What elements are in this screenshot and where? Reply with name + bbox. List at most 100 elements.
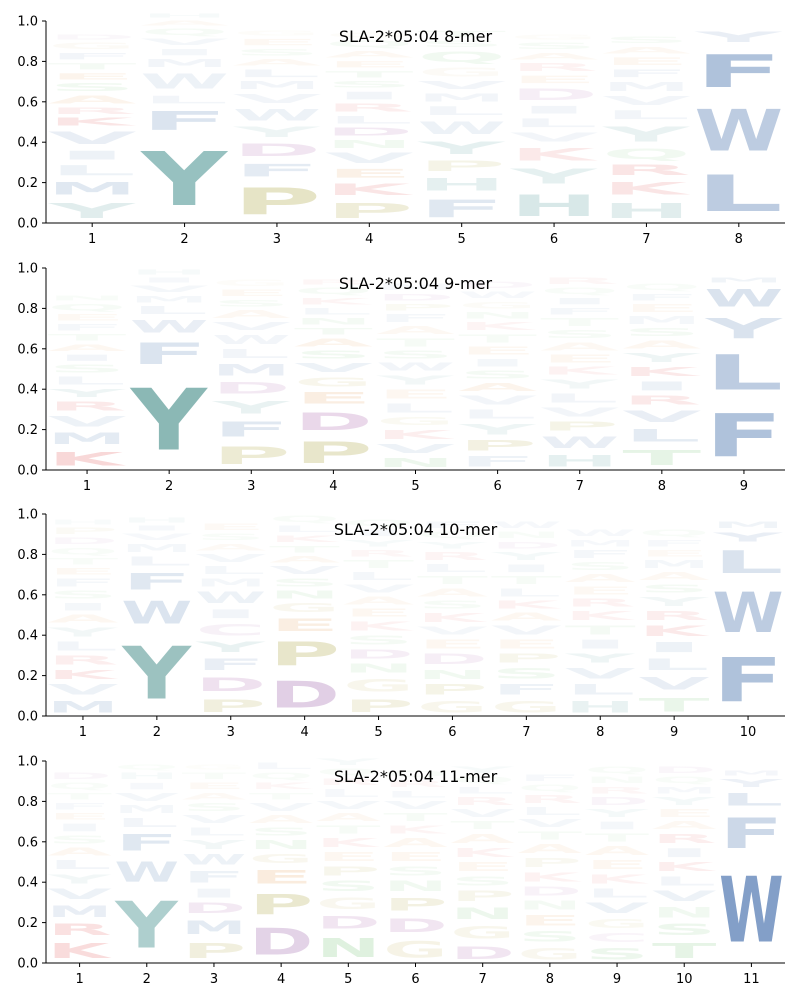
logo-letter: G <box>325 31 414 39</box>
logo-letter: D <box>343 647 414 661</box>
logo-letter: I <box>47 822 111 834</box>
y-tick-label: 0.8 <box>17 548 38 563</box>
logo-letter: F <box>417 520 488 530</box>
logo-letter: P <box>343 696 414 716</box>
logo-letter: S <box>316 878 380 894</box>
logo-letter: N <box>294 317 373 327</box>
logo-letter: S <box>639 583 710 595</box>
logo-letter: V <box>417 80 506 92</box>
logo-letter: R <box>639 609 710 623</box>
logo-letter: K <box>47 939 111 963</box>
logo-letter: S <box>48 363 127 375</box>
logo-letter: M <box>182 917 247 939</box>
logo-letter: N <box>458 310 537 320</box>
logo-letter: V <box>115 791 180 803</box>
logo-letter: A <box>233 58 322 68</box>
logo-letter: Q <box>48 302 127 312</box>
logo-letter: M <box>602 80 691 94</box>
logo-letter: F <box>417 195 506 223</box>
logo-letter: F <box>694 45 783 97</box>
logo-letter: K <box>585 872 649 886</box>
logo-letter: I <box>48 148 137 162</box>
logo-letter: P <box>195 696 266 716</box>
y-tick-label: 0.0 <box>17 464 38 479</box>
logo-letter: D <box>47 536 118 546</box>
x-tick-label: 9 <box>670 725 678 740</box>
logo-panel-2: KMVRYLSIATFEQNYFWLMVIHPFYDMLWVASEGPDEGVS… <box>17 262 785 494</box>
logo-letter: V <box>130 284 209 294</box>
logo-letter: S <box>458 369 537 381</box>
y-tick-label: 0.6 <box>17 342 38 357</box>
logo-letter: K <box>316 836 380 850</box>
x-tick-label: 5 <box>411 479 419 494</box>
logo-letter: E <box>325 59 414 69</box>
logo-letter: E <box>269 615 340 635</box>
x-tick-label: 3 <box>273 232 281 247</box>
logo-letter: H <box>140 13 229 19</box>
logo-letter: A <box>585 844 649 858</box>
logo-letter: F <box>212 418 291 442</box>
logo-letter: L <box>565 682 636 698</box>
logo-letter: V <box>182 814 247 826</box>
logo-letter: V <box>294 361 373 375</box>
logo-letter: F <box>47 577 118 589</box>
logo-letter: Q <box>47 781 111 791</box>
logo-letter: I <box>565 637 636 651</box>
logo-letter: H <box>602 199 691 223</box>
logo-letter: I <box>639 639 710 655</box>
logo-letter: Y <box>343 538 415 548</box>
logo-letter: V <box>491 623 563 637</box>
logo-letter: Q <box>602 146 691 162</box>
logo-letter: D <box>376 292 455 302</box>
logo-letter: S <box>325 80 414 90</box>
y-tick-label: 0.6 <box>17 95 38 110</box>
logo-letter: P <box>294 436 373 470</box>
logo-letter: L <box>518 805 582 817</box>
logo-letter: G <box>510 33 599 41</box>
logo-letter: P <box>325 199 414 223</box>
logo-letter: N <box>450 905 514 923</box>
logo-letter: A <box>47 613 119 625</box>
logo-letter: V <box>48 414 127 430</box>
logo-letter: N <box>652 905 716 921</box>
logo-letter: L <box>639 655 710 673</box>
x-tick-label: 3 <box>227 725 235 740</box>
logo-letter: W <box>491 520 562 530</box>
logo-letter: N <box>417 668 488 682</box>
logo-letter: M <box>47 698 118 716</box>
logo-letter: L <box>450 785 514 795</box>
logo-letter: T <box>343 559 414 571</box>
logo-letter: W <box>565 528 636 538</box>
logo-letter: V <box>565 666 636 682</box>
logo-letter: Y <box>212 397 292 417</box>
x-tick-label: 9 <box>613 972 621 987</box>
logo-letter: P <box>450 888 514 904</box>
logo-letter: W <box>719 858 783 962</box>
logo-letter: D <box>585 796 649 808</box>
x-tick-label: 10 <box>676 972 693 987</box>
logo-letter: F <box>602 68 691 80</box>
logo-letter: V <box>540 406 619 420</box>
logo-letter: P <box>316 864 380 878</box>
logo-letter: E <box>48 313 127 323</box>
logo-letter: A <box>602 45 691 55</box>
logo-letter: L <box>115 816 179 830</box>
logo-letter: L <box>269 524 340 534</box>
logo-letter: V <box>195 552 267 564</box>
logo-letter: Q <box>518 783 582 793</box>
logo-letter: T <box>269 544 340 554</box>
logo-letter: M <box>652 785 716 795</box>
y-tick-label: 0.2 <box>17 176 38 191</box>
logo-letter: G <box>233 29 322 37</box>
logo-letter: F <box>48 51 137 61</box>
y-tick-label: 1.0 <box>17 262 38 277</box>
logo-letter: S <box>269 577 340 589</box>
